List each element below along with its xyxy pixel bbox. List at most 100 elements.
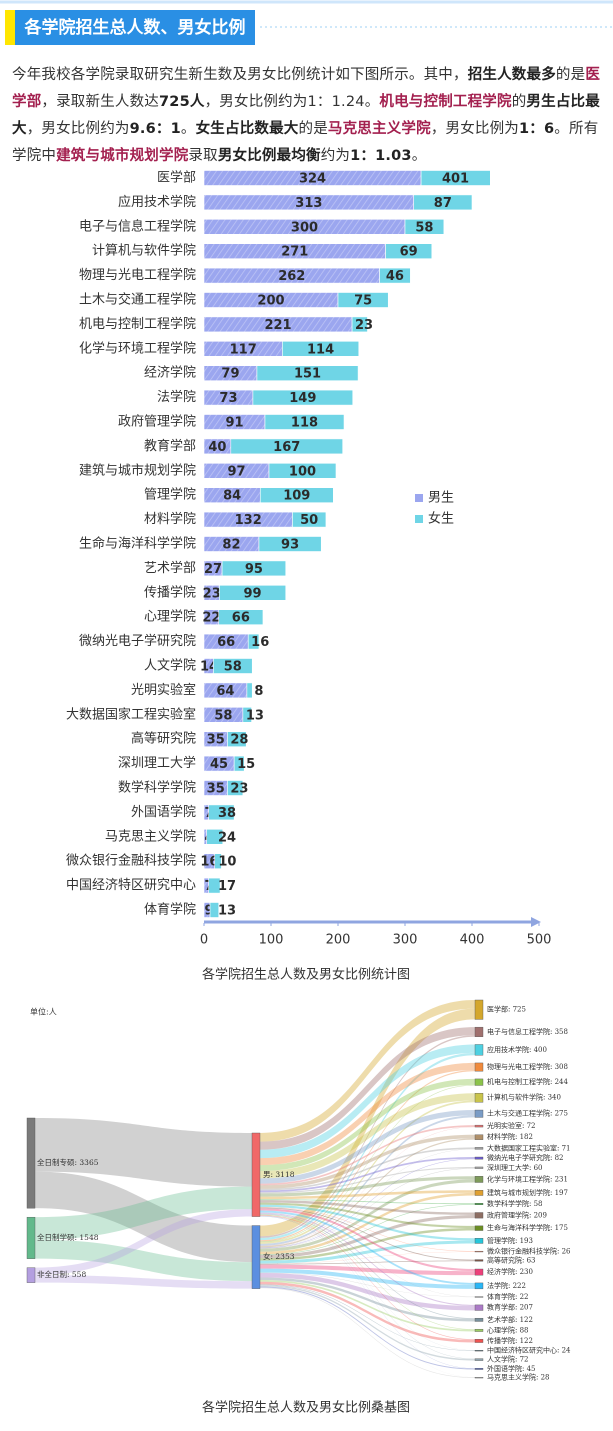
category-label: 数学科学学院 <box>118 780 196 796</box>
data-label: 40 <box>208 440 226 455</box>
node-label: 教育学部: 207 <box>487 1303 533 1312</box>
sankey-link <box>260 1179 475 1252</box>
data-label: 75 <box>354 294 372 309</box>
bar-segment <box>208 804 235 821</box>
category-label: 管理学院 <box>144 487 196 503</box>
sankey-node <box>26 1267 36 1283</box>
paragraph-segment: 1：6 <box>519 121 555 137</box>
sankey-node <box>26 1216 36 1259</box>
paragraph-segment: 男女比例最均衡 <box>217 148 321 164</box>
sankey-node <box>251 1132 261 1217</box>
data-label: 300 <box>291 220 318 235</box>
sankey-link <box>260 1216 475 1378</box>
category-label: 体育学院 <box>144 902 196 918</box>
paragraph-segment: 医学部 <box>12 67 601 110</box>
category-label: 外国语学院 <box>131 804 196 820</box>
data-label: 46 <box>386 269 404 284</box>
sankey-node <box>474 1026 484 1037</box>
data-label: 87 <box>434 196 452 211</box>
data-label: 64 <box>216 684 234 699</box>
data-label: 84 <box>223 489 241 504</box>
sankey-node <box>474 1225 484 1231</box>
x-tick-label: 400 <box>460 933 485 948</box>
node-label: 全日制专硕: 3365 <box>37 1157 99 1167</box>
node-label: 建筑与城市规划学院: 197 <box>487 1188 568 1197</box>
bar-segment <box>233 755 245 772</box>
node-label: 管理学院: 193 <box>487 1236 533 1245</box>
node-label: 人文学院: 72 <box>487 1355 529 1364</box>
sankey-link <box>260 1027 475 1150</box>
bar-segment <box>256 365 359 382</box>
paragraph-segment: 录取 <box>188 148 218 164</box>
sankey-link <box>260 1100 475 1244</box>
bar-segment <box>208 877 221 894</box>
bar-segment <box>230 438 343 455</box>
data-label: 97 <box>227 464 245 479</box>
bar-segment <box>404 219 445 235</box>
sankey-node <box>474 1156 484 1160</box>
data-label: 35 <box>207 782 225 797</box>
node-label: 体育学院: 22 <box>487 1292 529 1301</box>
x-tick-label: 300 <box>393 933 418 948</box>
sankey-node <box>474 1147 484 1150</box>
sankey-link <box>260 1062 475 1166</box>
node-label: 物理与光电工程学院: 308 <box>487 1062 568 1071</box>
sankey-link <box>260 1115 475 1246</box>
sankey-link <box>260 1000 475 1142</box>
category-label: 深圳理工大学 <box>118 755 196 771</box>
data-label: 16 <box>251 635 269 650</box>
node-label: 大数据国家工程实验室: 71 <box>487 1143 571 1152</box>
paragraph-segment: 1：1.03 <box>350 148 412 164</box>
sankey-link <box>260 1157 475 1193</box>
data-label: 118 <box>291 416 318 431</box>
x-axis-arrow <box>531 917 541 927</box>
data-label: 28 <box>230 733 248 748</box>
sankey-node <box>474 1044 484 1056</box>
intro-paragraph: 今年我校各学院录取研究生新生数及男女比例统计如下图所示。其中，招生人数最多的是医… <box>12 62 602 170</box>
sankey-link <box>35 1209 252 1276</box>
sankey-node <box>474 1350 484 1352</box>
data-label: 117 <box>230 342 257 357</box>
data-label: 100 <box>289 464 316 479</box>
data-label: 313 <box>295 196 322 211</box>
chart-caption: 各学院招生总人数及男女比例统计图 <box>202 967 410 983</box>
node-label: 男: 3118 <box>263 1170 295 1179</box>
sankey-link <box>260 1084 475 1243</box>
sankey-link <box>260 1204 475 1255</box>
bar-segment <box>221 560 287 577</box>
data-label: 8 <box>254 684 263 699</box>
sankey-link <box>260 1207 475 1252</box>
category-label: 传播学院 <box>144 584 196 600</box>
sankey-link <box>260 1268 475 1289</box>
sankey-node <box>251 1225 261 1289</box>
bar-segment <box>247 633 260 650</box>
category-label: 政府管理学院 <box>118 414 196 430</box>
category-label: 生命与海洋科学学院 <box>79 536 196 552</box>
data-label: 45 <box>210 757 228 772</box>
bar-segment <box>246 682 253 699</box>
data-label: 401 <box>442 172 469 187</box>
sankey-link <box>260 1287 475 1378</box>
bar-segment <box>351 316 368 333</box>
bar-segment <box>206 828 224 845</box>
data-label: 9 <box>204 904 213 919</box>
x-tick-label: 100 <box>259 933 284 948</box>
sankey-link <box>260 1204 475 1241</box>
category-label: 电子与信息工程学院 <box>79 218 196 234</box>
paragraph-segment: 今年我校各学院录取研究生新生数及男女比例统计如下图所示。其中， <box>12 67 468 83</box>
sankey-link <box>260 1166 475 1194</box>
data-label: 24 <box>218 830 236 845</box>
data-label: 16 <box>200 855 218 870</box>
bar-segment <box>268 462 337 479</box>
sankey-node <box>474 1358 484 1361</box>
sankey-link <box>260 1199 475 1205</box>
x-tick-label: 200 <box>326 933 351 948</box>
sankey-node <box>474 1092 484 1103</box>
sankey-node <box>474 1339 484 1343</box>
sankey-link <box>260 1210 475 1285</box>
bar-segment <box>209 902 220 918</box>
sankey-link <box>260 1126 475 1247</box>
sankey-link <box>260 1284 475 1351</box>
node-label: 医学部: 725 <box>487 1005 526 1014</box>
